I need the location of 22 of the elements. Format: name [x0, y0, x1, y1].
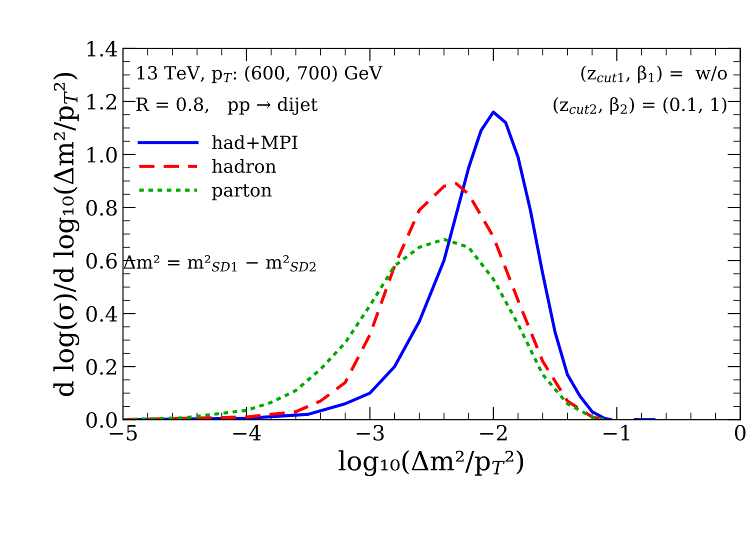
annotation: (z$_{cut2}$, β$_{2}$) = (0.1, 1) [554, 97, 726, 115]
y-tick-label: 0.8 [86, 200, 117, 216]
x-tick-label: 0 [734, 424, 746, 441]
legend-label: parton [212, 184, 272, 200]
y-tick-label: 0.4 [86, 306, 118, 322]
x-tick-label: −4 [233, 424, 261, 440]
annotation: 13 TeV, p$_{T}$: (600, 700) GeV [138, 66, 382, 84]
legend-label: had+MPI [212, 135, 298, 150]
legend-label: hadron [212, 158, 276, 173]
annotation: Δm² = m²$_{SD1}$ − m²$_{SD2}$ [124, 255, 316, 272]
y-tick-label: 1.4 [88, 40, 118, 57]
x-tick-label: −3 [356, 424, 384, 441]
y-tick-label: 1.2 [88, 94, 116, 110]
y-tick-label: 0.6 [86, 253, 117, 269]
annotation: R = 0.8, pp → dijet [136, 97, 318, 115]
y-tick-label: 1.0 [88, 146, 117, 163]
y-tick-label: 0.2 [86, 359, 116, 375]
y-axis-title: d log(σ)/d log₁₀(Δm²/p$_{T}$²) [53, 72, 80, 396]
x-tick-label: −1 [604, 424, 630, 440]
annotation: (z$_{cut1}$, β$_{1}$) = w/o [581, 66, 727, 84]
x-tick-label: −2 [480, 424, 507, 440]
x-axis-title: log₁₀(Δm²/p$_{T}$²) [338, 450, 524, 476]
